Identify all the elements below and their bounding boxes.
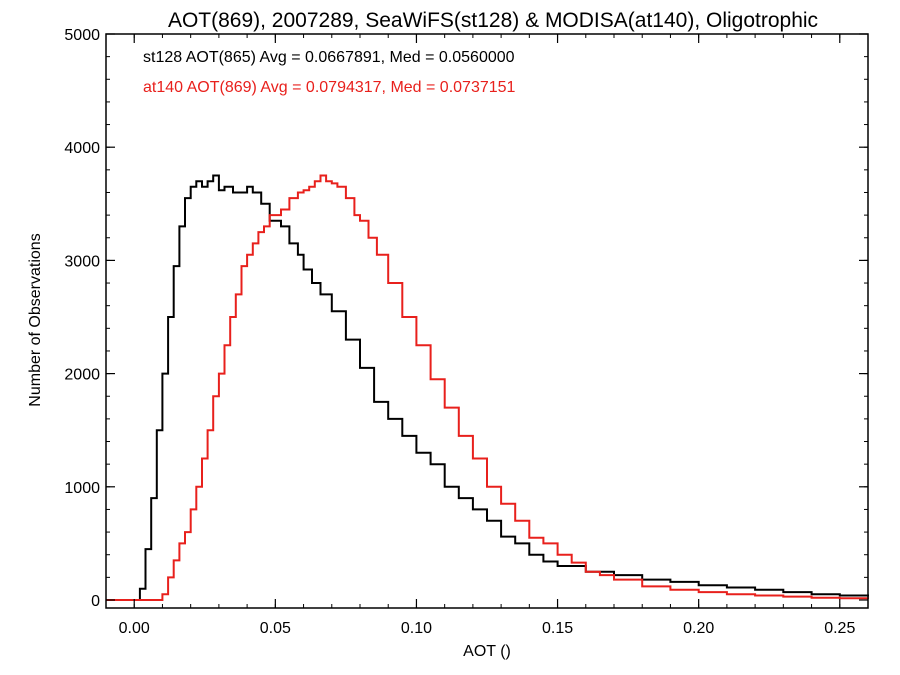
axes-layer: 0.00 0.05 0.10 0.15 0.20 0.25 0 1000 2000 3000 400… xyxy=(64,27,869,637)
series-at140-line xyxy=(106,174,869,601)
x-tick-label: 0.25 xyxy=(824,620,855,637)
x-tick-label: 0.05 xyxy=(260,620,291,637)
x-tick-label: 0.15 xyxy=(542,620,573,637)
legend-entry-at140: at140 AOT(869) Avg = 0.0794317, Med = 0.… xyxy=(143,79,516,96)
y-tick-label: 3000 xyxy=(64,253,100,270)
y-tick-label: 5000 xyxy=(64,27,100,44)
y-tick-label: 2000 xyxy=(64,367,100,384)
series-st128-line xyxy=(106,174,869,601)
y-tick-label: 0 xyxy=(91,593,100,610)
y-tick-label: 4000 xyxy=(64,140,100,157)
x-axis-title: AOT () xyxy=(463,643,511,660)
y-axis-title: Number of Observations xyxy=(27,233,44,406)
x-tick-label: 0.20 xyxy=(683,620,714,637)
chart-title: AOT(869), 2007289, SeaWiFS(st128) & MODI… xyxy=(168,9,818,32)
x-tick-label: 0.10 xyxy=(401,620,432,637)
legend: st128 AOT(865) Avg = 0.0667891, Med = 0.… xyxy=(143,49,516,96)
legend-entry-st128: st128 AOT(865) Avg = 0.0667891, Med = 0.… xyxy=(143,49,515,66)
series-layer xyxy=(106,174,869,601)
plot-frame xyxy=(105,33,869,609)
x-tick-label: 0.00 xyxy=(119,620,150,637)
y-tick-label: 1000 xyxy=(64,480,100,497)
